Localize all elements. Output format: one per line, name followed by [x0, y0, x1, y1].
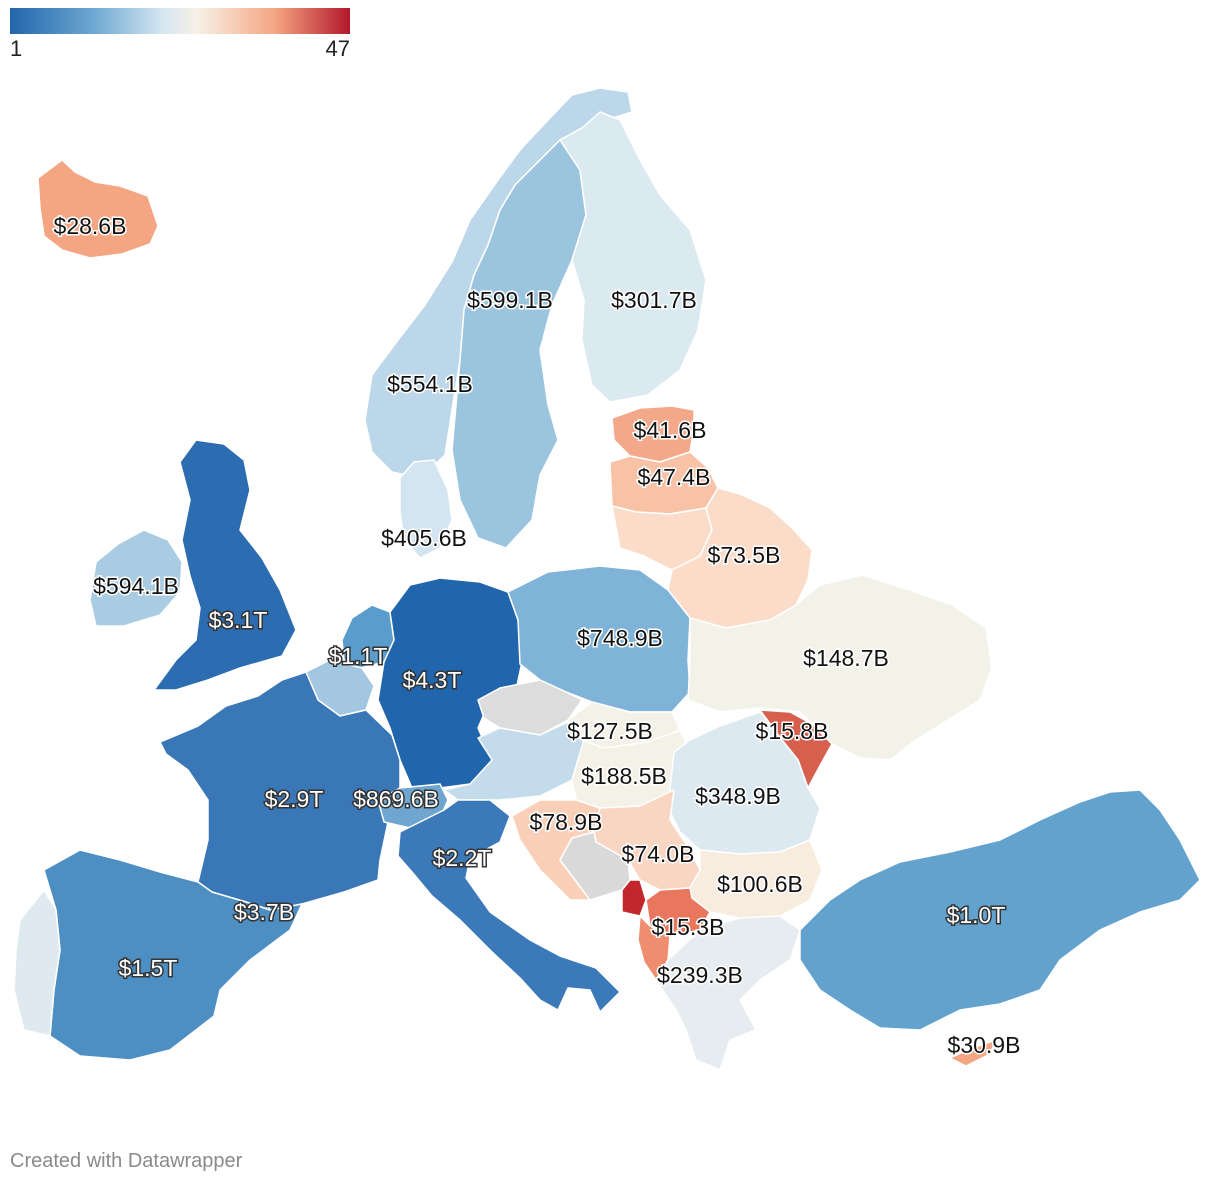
- label-sweden: $599.1B: [467, 287, 553, 313]
- country-greece[interactable]: [655, 915, 801, 1071]
- label-poland: $748.9B: [577, 625, 663, 651]
- label-iceland: $28.6B: [54, 213, 127, 239]
- country-portugal[interactable]: [13, 889, 61, 1037]
- country-italy[interactable]: [397, 799, 621, 1013]
- country-slovakia[interactable]: [567, 701, 681, 749]
- label-italy: $2.2T: [433, 845, 492, 871]
- label-cyprus: $30.9B: [948, 1032, 1021, 1058]
- label-latvia: $47.4B: [638, 464, 711, 490]
- label-ireland: $594.1B: [93, 573, 179, 599]
- country-denmark[interactable]: [399, 459, 453, 559]
- label-estonia: $41.6B: [634, 417, 707, 443]
- label-germany: $4.3T: [403, 667, 462, 693]
- country-cyprus[interactable]: [949, 1039, 997, 1067]
- label-netherlands: $1.1T: [329, 643, 388, 669]
- country-bosnia[interactable]: [559, 831, 631, 901]
- country-uk[interactable]: [153, 439, 297, 691]
- legend-max-label: 47: [325, 36, 350, 61]
- europe-choropleth-map: $28.6B $554.1B $599.1B $301.7B $41.6B $47.4B $…: [13, 87, 1201, 1071]
- legend-gradient-bar: [10, 8, 350, 34]
- country-france[interactable]: [159, 671, 401, 911]
- label-ukraine: $148.7B: [803, 645, 889, 671]
- credit-text: Created with Datawrapper: [10, 1150, 243, 1172]
- country-ireland[interactable]: [89, 529, 183, 627]
- label-montenegro: $15.3B: [652, 914, 725, 940]
- color-legend: 1 47: [10, 8, 350, 61]
- country-montenegro[interactable]: [621, 879, 647, 917]
- label-switzerland: $869.6B: [353, 786, 439, 812]
- label-greece: $239.3B: [657, 962, 743, 988]
- country-finland[interactable]: [559, 111, 707, 403]
- label-france: $2.9T: [265, 786, 324, 812]
- label-spain: $1.5T: [119, 955, 178, 981]
- label-moldova: $15.8B: [756, 718, 829, 744]
- country-iceland[interactable]: [37, 159, 159, 259]
- label-turkey: $1.0T: [947, 902, 1006, 928]
- label-denmark: $405.6B: [381, 525, 467, 551]
- country-ukraine[interactable]: [687, 574, 993, 761]
- country-shapes: [13, 87, 1201, 1071]
- label-czechia: $127.5B: [567, 718, 653, 744]
- label-finland: $301.7B: [611, 287, 697, 313]
- country-sweden[interactable]: [451, 139, 587, 549]
- legend-labels: 1 47: [10, 34, 350, 61]
- legend-min-label: 1: [10, 36, 23, 61]
- label-serbia: $74.0B: [622, 841, 695, 867]
- country-romania[interactable]: [667, 711, 821, 855]
- label-uk: $3.1T: [209, 607, 268, 633]
- country-labels: $28.6B $554.1B $599.1B $301.7B $41.6B $47.4B $…: [52, 212, 1022, 1060]
- label-monaco: $3.7B: [234, 899, 294, 925]
- country-austria[interactable]: [443, 721, 585, 801]
- label-romania: $348.9B: [695, 783, 781, 809]
- label-hungary: $188.5B: [581, 763, 667, 789]
- country-turkey[interactable]: [799, 789, 1201, 1031]
- label-norway: $554.1B: [387, 371, 473, 397]
- label-bulgaria: $100.6B: [717, 871, 803, 897]
- country-poland[interactable]: [507, 565, 691, 713]
- label-lithuania: $73.5B: [708, 542, 781, 568]
- country-estonia[interactable]: [611, 405, 695, 463]
- country-czechia[interactable]: [477, 679, 583, 736]
- label-croatia: $78.9B: [530, 809, 603, 835]
